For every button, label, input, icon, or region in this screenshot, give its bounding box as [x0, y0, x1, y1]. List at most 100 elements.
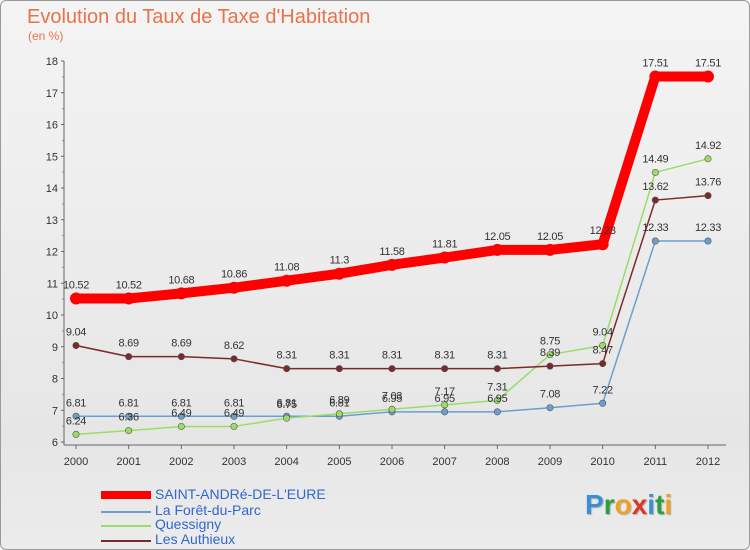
- data-label: 6.49: [171, 407, 191, 419]
- x-tick-label: 2001: [116, 456, 140, 468]
- x-tick-label: 2003: [222, 456, 246, 468]
- data-label: 8.47: [593, 345, 613, 357]
- data-point: [177, 353, 185, 361]
- y-tick-label: 14: [46, 183, 58, 195]
- data-label: 11.81: [432, 239, 457, 251]
- data-point: [546, 404, 554, 412]
- y-tick-label: 13: [46, 215, 58, 227]
- logo-letter: o: [614, 489, 632, 520]
- data-point: [493, 365, 501, 373]
- data-point: [441, 401, 449, 409]
- data-label: 8.31: [435, 350, 455, 362]
- data-label: 6.81: [171, 397, 191, 409]
- data-point: [230, 412, 238, 420]
- y-tick-label: 9: [52, 342, 58, 354]
- data-point: [177, 412, 185, 420]
- data-label: 8.31: [277, 350, 297, 362]
- data-label: 6.75: [277, 399, 297, 411]
- data-point: [335, 410, 343, 418]
- data-point: [386, 258, 398, 271]
- legend-item-quessigny: Quessigny: [101, 516, 401, 533]
- data-label: 17.51: [695, 58, 721, 70]
- data-label: 6.81: [329, 397, 349, 409]
- data-point: [333, 267, 346, 280]
- data-label: 8.31: [487, 350, 507, 362]
- y-tick-label: 17: [46, 88, 58, 100]
- y-tick-label: 15: [46, 151, 58, 163]
- data-label: 7.22: [593, 384, 613, 396]
- data-label: 7.17: [435, 386, 455, 398]
- data-label: 7.03: [382, 390, 402, 402]
- legend-label: La Forêt-du-Parc: [155, 502, 261, 518]
- data-label: 14.92: [695, 140, 721, 152]
- data-label: 12.23: [590, 225, 616, 237]
- data-label: 6.49: [224, 407, 244, 419]
- data-point: [335, 365, 343, 373]
- data-label: 8.31: [329, 350, 349, 362]
- y-tick-label: 12: [46, 247, 58, 259]
- data-point: [125, 412, 133, 420]
- data-label: 9.04: [66, 326, 86, 338]
- data-label: 6.81: [119, 397, 139, 409]
- logo-letter: i: [664, 489, 673, 520]
- data-label: 8.69: [171, 338, 191, 350]
- data-label: 12.05: [537, 231, 563, 243]
- data-label: 6.95: [382, 393, 402, 405]
- data-label: 17.51: [642, 58, 668, 70]
- data-point: [704, 192, 712, 200]
- data-label: 6.81: [277, 397, 297, 409]
- x-tick-label: 2009: [538, 456, 562, 468]
- data-point: [651, 237, 659, 245]
- data-label: 8.62: [224, 340, 244, 352]
- x-tick-label: 2012: [696, 456, 720, 468]
- legend-swatch: [101, 525, 151, 527]
- data-point: [441, 365, 449, 373]
- x-tick-label: 2010: [590, 456, 614, 468]
- data-label: 7.31: [487, 381, 507, 393]
- data-label: 6.81: [66, 397, 86, 409]
- data-point: [651, 196, 659, 204]
- data-label: 9.04: [593, 326, 613, 338]
- data-point: [441, 408, 449, 416]
- data-point: [599, 360, 607, 368]
- logo-letter: P: [585, 489, 604, 520]
- data-point: [544, 243, 556, 256]
- data-label: 14.49: [642, 153, 668, 165]
- x-tick-label: 2006: [380, 456, 404, 468]
- series-points: [70, 70, 714, 438]
- data-point: [596, 238, 609, 251]
- legend-swatch: [101, 511, 151, 513]
- data-point: [546, 351, 554, 359]
- series-labels: 10.52 10.52 10.68 10.86 11.08 11.3 11.58 11.81 1…: [63, 58, 722, 428]
- data-point: [651, 168, 659, 176]
- y-tick-label: 10: [46, 310, 58, 322]
- data-point: [704, 237, 712, 245]
- data-point: [230, 422, 238, 430]
- data-point: [388, 365, 396, 373]
- data-label: 8.69: [119, 338, 139, 350]
- data-point: [702, 70, 714, 83]
- data-point: [125, 353, 133, 361]
- data-label: 11.3: [330, 255, 350, 267]
- data-label: 7.08: [540, 389, 560, 401]
- proxiti-logo: Proxiti: [585, 489, 672, 521]
- y-tick-label: 18: [46, 56, 58, 68]
- data-point: [599, 399, 607, 407]
- data-point: [599, 341, 607, 349]
- y-tick-label: 6: [52, 437, 58, 449]
- data-point: [228, 281, 240, 294]
- data-label: 6.89: [329, 395, 349, 407]
- data-label: 6.95: [435, 393, 455, 405]
- data-point: [230, 355, 238, 363]
- data-label: 10.86: [221, 269, 247, 281]
- x-tick-label: 2008: [485, 456, 509, 468]
- data-point: [546, 362, 554, 370]
- data-label: 12.05: [484, 231, 510, 243]
- data-label: 6.24: [66, 415, 86, 427]
- data-point: [122, 292, 135, 305]
- legend-item-saint-andre: SAINT-ANDRé-DE-L'EURE: [101, 486, 401, 503]
- data-point: [491, 243, 504, 256]
- logo-letter: i: [647, 489, 656, 520]
- data-point: [175, 287, 188, 300]
